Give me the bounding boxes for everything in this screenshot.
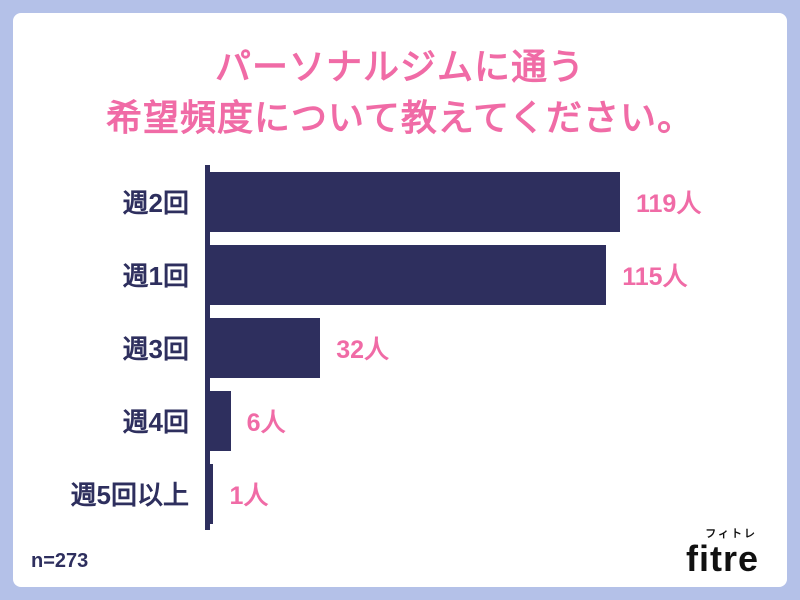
bar-row: 119人 (210, 165, 757, 238)
category-label: 週3回 (122, 334, 189, 365)
value-label: 32人 (336, 335, 390, 364)
chart-title-line2: 希望頻度について教えてください。 (105, 97, 695, 139)
bar-row: 115人 (210, 238, 757, 311)
category-labels-column: 週2回週1回週3回週4回週5回以上 (33, 165, 205, 530)
bar (210, 390, 231, 451)
value-label: 1人 (229, 481, 269, 510)
logo-text: fitre (685, 538, 759, 579)
value-label: 119人 (636, 189, 702, 218)
sample-size-label: n=273 (31, 550, 89, 572)
bar (210, 244, 607, 305)
category-label: 週4回 (122, 407, 189, 438)
bar (210, 171, 620, 232)
category-label: 週2回 (122, 188, 189, 219)
bars-column: 119人 115人 32人 6人 1人 (205, 165, 757, 531)
bar-row: 6人 (210, 384, 757, 457)
bar-chart: 週2回週1回週3回週4回週5回以上 119人 115人 32人 6人 1人 (33, 165, 757, 531)
survey-card: パーソナルジムに通う 希望頻度について教えてください。 週2回週1回週3回週4回… (13, 13, 787, 587)
bar-row: 1人 (210, 457, 757, 530)
category-label: 週5回以上 (70, 480, 189, 511)
bar (210, 463, 214, 524)
value-label: 6人 (246, 408, 286, 437)
chart-title: パーソナルジムに通う 希望頻度について教えてください。 (13, 41, 787, 143)
bar-row: 32人 (210, 311, 757, 384)
value-label: 115人 (622, 262, 688, 291)
bar (210, 317, 321, 378)
fitre-logo: フィトレ fitre (686, 525, 759, 577)
category-label: 週1回 (122, 261, 189, 292)
chart-title-line1: パーソナルジムに通う (214, 46, 585, 87)
logo-kana-text: フィトレ (705, 528, 757, 540)
